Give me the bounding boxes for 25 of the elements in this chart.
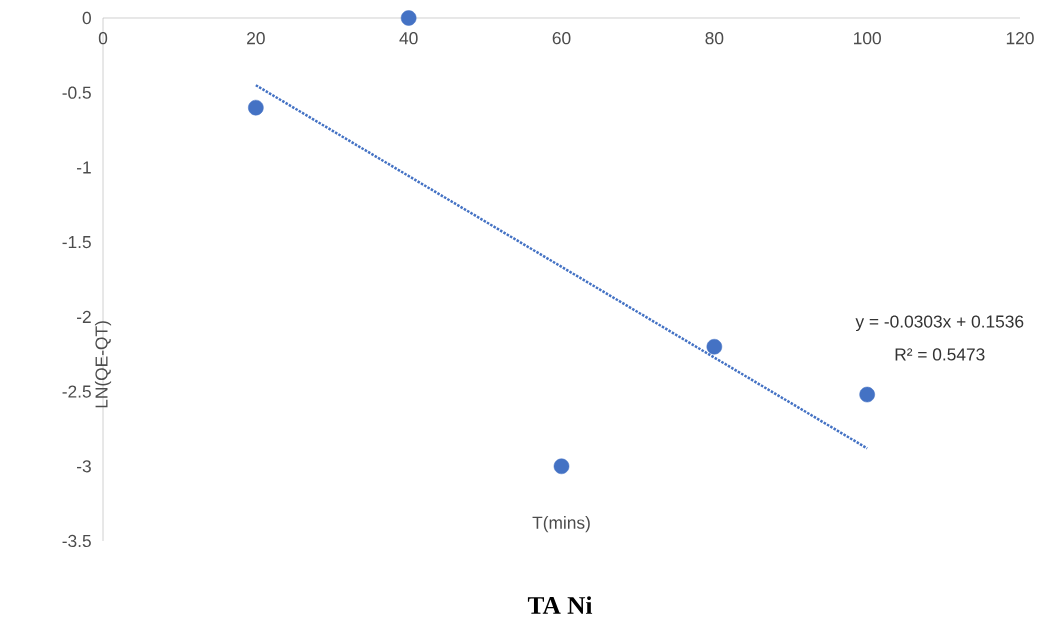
y-tick-label: -2.5	[62, 385, 91, 398]
y-axis-title: LN(QE-QT)	[94, 321, 112, 408]
x-axis-title: T(mins)	[532, 516, 590, 533]
x-tick-label: 120	[1006, 32, 1034, 45]
point	[400, 10, 417, 26]
point	[553, 458, 570, 475]
annotation: y = -0.0303x + 0.1536	[855, 315, 1024, 332]
text: TA Ni	[527, 596, 593, 614]
x-tick-label: 80	[705, 32, 724, 45]
x-tick-label: 40	[399, 32, 418, 45]
y-tick-label: -2	[77, 310, 91, 323]
x-tick-label: 20	[247, 32, 265, 45]
point	[859, 386, 875, 403]
y-tick-label: -1.5	[62, 236, 91, 249]
y-tick-label: -3	[77, 460, 91, 473]
y-tick-label: -3.5	[62, 534, 91, 548]
y-tick-label: 0	[82, 11, 91, 25]
x-tick-label: 60	[552, 32, 571, 45]
x-tick-label: 0	[98, 32, 108, 45]
annotation: R² = 0.5473	[895, 348, 985, 361]
point	[248, 99, 264, 116]
point	[706, 338, 723, 355]
y-tick-label: -0.5	[62, 86, 91, 99]
y-tick-label: -1	[77, 161, 91, 174]
x-tick-label: 100	[854, 32, 881, 45]
